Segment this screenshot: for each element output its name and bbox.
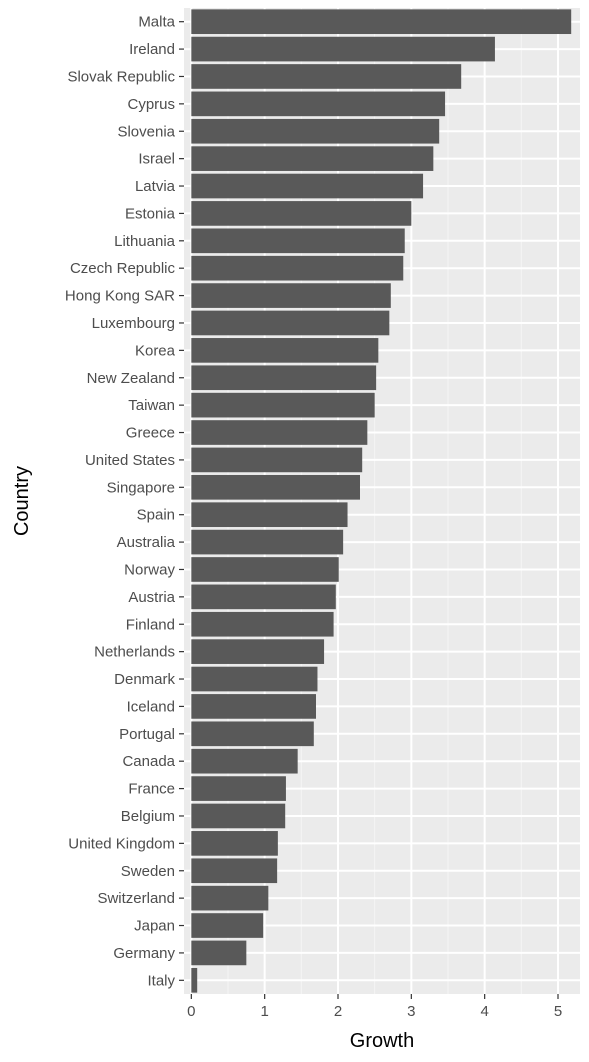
bar-slovenia [191, 118, 440, 144]
y-tick-label: Australia [117, 534, 176, 551]
x-tick-label: 2 [334, 1003, 342, 1020]
y-tick-label: Austria [128, 589, 175, 606]
x-axis-title: Growth [350, 1030, 414, 1052]
y-tick-label: Netherlands [94, 644, 175, 661]
bar-austria [191, 584, 336, 610]
y-tick-label: Czech Republic [70, 260, 176, 277]
major-gridlines [184, 8, 580, 994]
y-tick-label: United Kingdom [68, 835, 175, 852]
bar-czech-republic [191, 255, 404, 281]
minor-gridlines [227, 8, 522, 994]
bar-greece [191, 420, 368, 445]
y-axis: Malta Ireland Slovak Republic Cyprus Sloveni… [65, 14, 184, 989]
bar-france [191, 776, 286, 801]
y-tick-label: Taiwan [128, 397, 175, 414]
bars [191, 9, 572, 993]
y-tick-label: France [128, 781, 175, 798]
y-tick-label: New Zealand [87, 370, 175, 387]
bar-switzerland [191, 885, 269, 911]
bar-italy [191, 967, 198, 993]
y-tick-label: Denmark [114, 671, 175, 688]
y-tick-label: Norway [124, 561, 175, 578]
y-tick-label: Israel [138, 151, 175, 168]
bar-australia [191, 529, 344, 555]
x-tick-label: 0 [187, 1003, 195, 1020]
bar-estonia [191, 201, 412, 226]
bar-taiwan [191, 392, 375, 418]
y-tick-label: Hong Kong SAR [65, 288, 175, 305]
bar-united-states [191, 447, 363, 473]
y-axis-title: Country [11, 466, 33, 536]
y-tick-label: Italy [147, 972, 175, 989]
bar-hong-kong-sar [191, 283, 391, 308]
y-tick-label: Lithuania [114, 233, 176, 250]
y-tick-label: Singapore [107, 479, 175, 496]
y-tick-label: Korea [135, 342, 176, 359]
bar-israel [191, 146, 434, 171]
bar-luxembourg [191, 310, 390, 336]
y-tick-label: Greece [126, 425, 175, 442]
y-tick-label: Germany [113, 945, 175, 962]
bar-belgium [191, 803, 286, 829]
x-tick-label: 4 [480, 1003, 488, 1020]
y-tick-label: Portugal [119, 726, 175, 743]
bar-spain [191, 502, 348, 528]
y-tick-label: Slovenia [117, 123, 175, 140]
y-tick-label: Belgium [121, 808, 175, 825]
bar-sweden [191, 858, 278, 884]
bar-japan [191, 913, 264, 938]
bar-portugal [191, 721, 314, 747]
bar-latvia [191, 173, 424, 199]
y-tick-label: Luxembourg [92, 315, 175, 332]
y-tick-label: Sweden [121, 863, 175, 880]
y-tick-label: Japan [134, 918, 175, 935]
y-tick-label: Spain [137, 507, 175, 524]
x-tick-label: 3 [407, 1003, 415, 1020]
y-tick-label: Estonia [125, 205, 176, 222]
bar-malta [191, 9, 572, 35]
bar-korea [191, 338, 379, 363]
y-tick-label: Finland [126, 616, 175, 633]
y-tick-label: Cyprus [127, 96, 175, 113]
bar-lithuania [191, 228, 405, 254]
x-tick-label: 5 [554, 1003, 562, 1020]
bar-norway [191, 557, 339, 582]
bar-finland [191, 611, 334, 637]
bar-singapore [191, 474, 360, 500]
bar-germany [191, 940, 247, 966]
bar-netherlands [191, 639, 325, 664]
plot-panel [184, 8, 580, 994]
y-tick-label: Iceland [127, 698, 175, 715]
x-tick-label: 1 [260, 1003, 268, 1020]
y-tick-label: Canada [122, 753, 175, 770]
bar-slovak-republic [191, 64, 462, 89]
y-tick-label: Switzerland [97, 890, 175, 907]
y-tick-label: Latvia [135, 178, 176, 195]
bar-new-zealand [191, 365, 377, 391]
bar-cyprus [191, 91, 446, 117]
bar-iceland [191, 694, 316, 719]
y-tick-label: United States [85, 452, 175, 469]
x-axis: 0 1 2 3 4 5 [187, 994, 562, 1020]
bar-denmark [191, 666, 318, 692]
bar-ireland [191, 36, 495, 62]
y-tick-label: Slovak Republic [67, 68, 175, 85]
y-tick-label: Malta [138, 14, 175, 31]
bar-united-kingdom [191, 831, 278, 856]
bar-canada [191, 748, 298, 774]
y-tick-label: Ireland [129, 41, 175, 58]
